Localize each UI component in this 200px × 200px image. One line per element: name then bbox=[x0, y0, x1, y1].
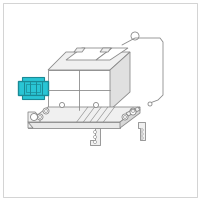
Circle shape bbox=[148, 102, 152, 106]
Polygon shape bbox=[100, 48, 111, 52]
Circle shape bbox=[132, 110, 134, 112]
Polygon shape bbox=[28, 122, 120, 128]
Polygon shape bbox=[28, 112, 40, 122]
Polygon shape bbox=[26, 84, 40, 92]
Polygon shape bbox=[66, 48, 112, 60]
Circle shape bbox=[60, 102, 64, 108]
Polygon shape bbox=[22, 95, 44, 99]
Polygon shape bbox=[22, 77, 44, 81]
Circle shape bbox=[130, 108, 136, 114]
Circle shape bbox=[38, 116, 42, 118]
Circle shape bbox=[141, 133, 143, 135]
Circle shape bbox=[30, 114, 38, 120]
Polygon shape bbox=[48, 52, 130, 70]
Polygon shape bbox=[18, 81, 48, 95]
Circle shape bbox=[94, 136, 96, 138]
Circle shape bbox=[94, 140, 96, 144]
Polygon shape bbox=[28, 107, 140, 122]
Polygon shape bbox=[90, 128, 100, 145]
Circle shape bbox=[44, 110, 48, 112]
Polygon shape bbox=[48, 70, 110, 110]
Polygon shape bbox=[28, 122, 33, 128]
Circle shape bbox=[124, 116, 127, 118]
Circle shape bbox=[122, 114, 128, 120]
Polygon shape bbox=[126, 107, 140, 116]
Circle shape bbox=[141, 129, 143, 131]
Polygon shape bbox=[138, 122, 145, 140]
Circle shape bbox=[130, 109, 136, 115]
Circle shape bbox=[94, 130, 96, 134]
Polygon shape bbox=[96, 48, 128, 60]
Circle shape bbox=[43, 108, 49, 114]
Polygon shape bbox=[110, 52, 130, 110]
Polygon shape bbox=[74, 48, 85, 52]
Circle shape bbox=[141, 137, 143, 139]
Circle shape bbox=[94, 102, 98, 108]
Polygon shape bbox=[120, 107, 140, 128]
Circle shape bbox=[37, 114, 43, 120]
